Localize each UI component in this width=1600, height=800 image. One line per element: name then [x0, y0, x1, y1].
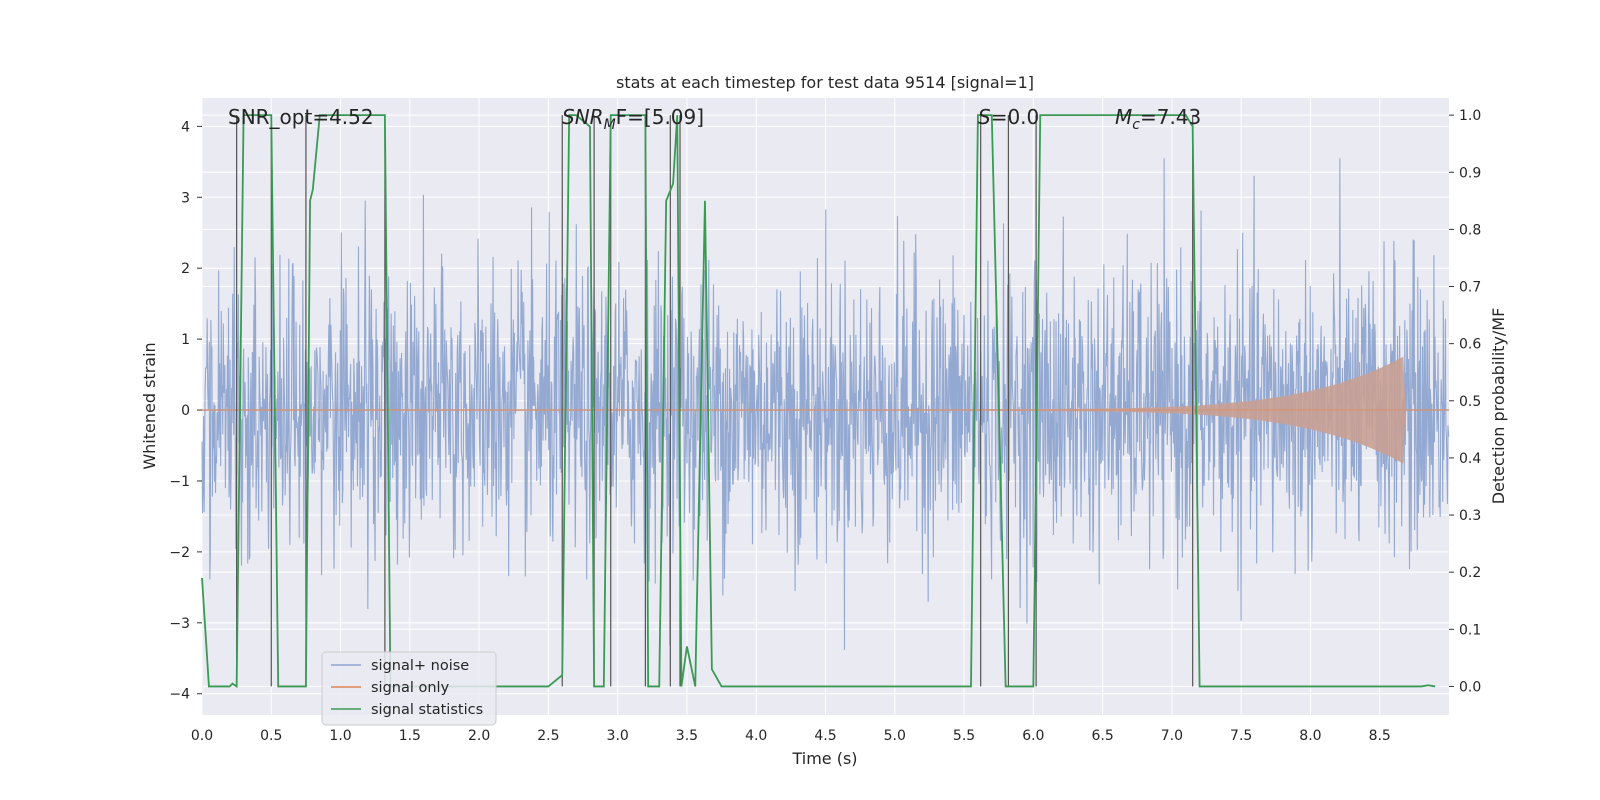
annotations: SNR_opt=4.52 SNRMF=[5.09] S=0.0 Mc=7.43 — [228, 105, 1201, 133]
y-tick-label: 0 — [181, 403, 190, 419]
x-axis-ticks: 0.0 0.5 1.0 1.5 2.0 2.5 3.0 3.5 4.0 4.5 5.0 5.5 6.0 6… — [191, 728, 1391, 744]
y-right-tick-label: 0.2 — [1459, 565, 1481, 581]
x-tick-label: 2.0 — [468, 728, 490, 744]
y-tick-label: 4 — [181, 119, 190, 135]
chart-title: stats at each timestep for test data 951… — [616, 73, 1034, 92]
x-tick-label: 5.0 — [884, 728, 906, 744]
x-tick-label: 7.0 — [1161, 728, 1183, 744]
y-tick-label: 2 — [181, 261, 190, 277]
x-tick-label: 6.5 — [1091, 728, 1113, 744]
annotation-mc: Mc=7.43 — [1115, 105, 1201, 133]
annotation-snr-opt: SNR_opt=4.52 — [228, 105, 374, 129]
annotation-s: S=0.0 — [978, 105, 1039, 129]
y-right-tick-label: 0.7 — [1459, 280, 1481, 296]
y-axis-label: Whitened strain — [140, 342, 159, 469]
x-tick-label: 3.5 — [676, 728, 698, 744]
x-tick-label: 0.0 — [191, 728, 213, 744]
snr-mf-value: F=[5.09] — [616, 105, 704, 129]
x-tick-label: 8.0 — [1299, 728, 1321, 744]
mc-value: =7.43 — [1140, 105, 1201, 129]
s-main: S — [978, 105, 991, 129]
signal-statistics-series — [201, 114, 1436, 689]
legend-label-statistics: signal statistics — [371, 702, 483, 718]
y-tick-label: −2 — [169, 545, 190, 561]
statistics-line — [201, 114, 1436, 689]
y-tick-label: −3 — [169, 616, 190, 632]
legend-label-signal: signal only — [371, 680, 450, 696]
y-axis-ticks: 4 3 2 1 0 −1 −2 −3 −4 — [169, 119, 202, 703]
mc-main: M — [1115, 105, 1132, 129]
y-right-tick-label: 0.6 — [1459, 337, 1481, 353]
y-right-tick-label: 0.8 — [1459, 222, 1481, 238]
y-right-tick-label: 1.0 — [1459, 108, 1481, 124]
x-tick-label: 4.0 — [745, 728, 767, 744]
y-tick-label: −1 — [169, 474, 190, 490]
y-right-tick-label: 0.5 — [1459, 394, 1481, 410]
y-right-tick-label: 0.9 — [1459, 165, 1481, 181]
legend: signal+ noise signal only signal statist… — [321, 651, 497, 726]
y-tick-label: 3 — [181, 190, 190, 206]
y-right-axis-label: Detection probability/MF — [1489, 308, 1508, 505]
signal-noise-series — [201, 158, 1450, 650]
x-tick-label: 8.5 — [1369, 728, 1391, 744]
x-tick-label: 1.0 — [329, 728, 351, 744]
x-tick-label: 2.5 — [537, 728, 559, 744]
s-value: =0.0 — [991, 105, 1040, 129]
y-tick-label: 1 — [181, 332, 190, 348]
snr-mf-main: SNR — [562, 105, 604, 129]
y-right-tick-label: 0.4 — [1459, 451, 1481, 467]
y-right-tick-label: 0.1 — [1459, 622, 1481, 638]
y-right-axis-ticks: 1.0 0.9 0.8 0.7 0.6 0.5 0.4 0.3 0.2 0.1 0.0 — [1449, 108, 1481, 695]
x-tick-label: 7.5 — [1230, 728, 1252, 744]
x-tick-label: 4.5 — [814, 728, 836, 744]
x-tick-label: 6.0 — [1022, 728, 1044, 744]
y-tick-label: −4 — [169, 687, 190, 703]
x-tick-label: 3.0 — [607, 728, 629, 744]
y-right-tick-label: 0.3 — [1459, 508, 1481, 524]
mc-subscript: c — [1132, 117, 1140, 133]
x-tick-label: 0.5 — [260, 728, 282, 744]
x-axis-label: Time (s) — [791, 749, 857, 768]
y-right-tick-label: 0.0 — [1459, 679, 1481, 695]
snr-mf-subscript: M — [604, 117, 616, 133]
legend-box — [321, 651, 497, 726]
legend-label-noise: signal+ noise — [371, 658, 469, 674]
signal-only-series — [202, 356, 1449, 464]
annotation-snr-mf: SNRMF=[5.09] — [562, 105, 704, 133]
x-tick-label: 5.5 — [953, 728, 975, 744]
noise-line — [201, 158, 1450, 650]
x-tick-label: 1.5 — [399, 728, 421, 744]
